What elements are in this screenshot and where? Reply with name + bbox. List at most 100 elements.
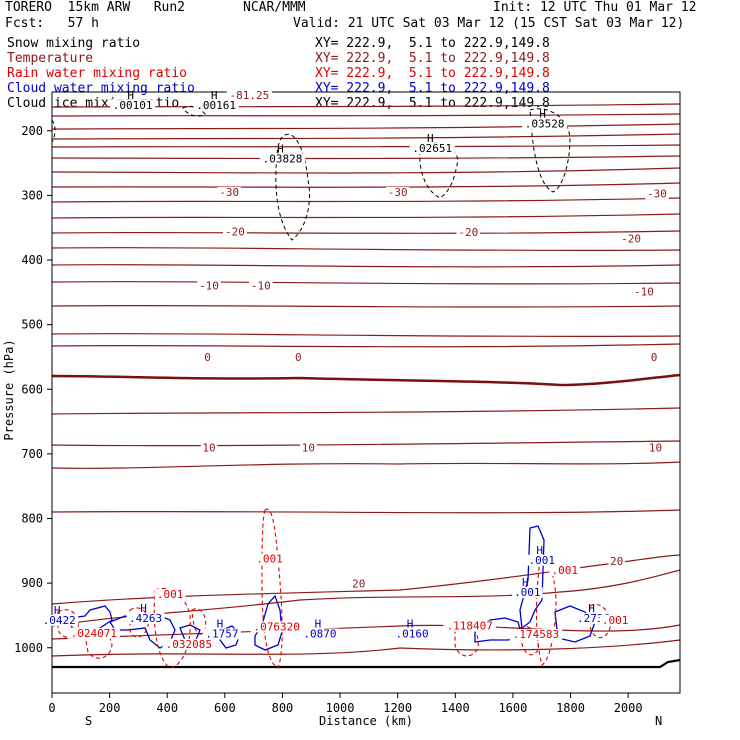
temperature-label: -30 <box>647 187 667 200</box>
temp-contour <box>51 280 681 285</box>
y-tick-label: 500 <box>21 318 43 332</box>
temp-contour <box>51 304 681 308</box>
zero-isotherm <box>51 373 681 387</box>
temp-contour <box>51 197 681 203</box>
cloud-ice-label-bg <box>110 99 156 111</box>
y-tick-label: 600 <box>21 382 43 396</box>
temp-contour <box>51 343 681 348</box>
y-tick-label: 200 <box>21 124 43 138</box>
temp-contour <box>51 440 681 447</box>
rain-label-bg <box>549 565 581 577</box>
temperature-label-bg <box>197 280 221 292</box>
y-axis-label: Pressure (hPa) <box>2 339 16 440</box>
rain-label: .032085 <box>166 638 212 651</box>
ice-contour <box>182 105 206 117</box>
cloud-ice-max-marker: H <box>211 89 218 102</box>
rain-contour <box>454 622 479 657</box>
temperature-label-bg <box>647 442 664 454</box>
temperature-label: 0 <box>651 351 658 364</box>
cloud-ice-label-bg <box>193 99 239 111</box>
temperature-label: -10 <box>251 280 271 293</box>
ice-contour <box>275 133 310 241</box>
rain-label: .024071 <box>71 627 117 640</box>
ice-contour <box>51 119 56 143</box>
cloud-water-label: .001 <box>514 586 541 599</box>
cloud-water-label-bg <box>202 628 241 640</box>
temperature-label: 0 <box>204 351 211 364</box>
rain-contour <box>129 607 149 638</box>
cloud-ice-max-marker: H <box>539 108 546 121</box>
cloud-water-label: .1757 <box>205 627 238 640</box>
cloud-water-label: .0422 <box>43 614 76 627</box>
model-title: TORERO 15km ARW Run2 <box>5 0 186 15</box>
temperature-label-bg <box>649 351 659 363</box>
cloud-water-label: .4263 <box>129 612 162 625</box>
x-tick-label: 200 <box>99 701 121 715</box>
rain-label-bg <box>67 627 120 639</box>
temperature-contours <box>51 103 681 657</box>
cloud-water-label-bg <box>511 587 543 599</box>
temp-contour <box>51 133 681 140</box>
rain-contour <box>261 508 283 669</box>
temperature-label: -20 <box>621 233 641 246</box>
cloud-water-label: .001 <box>528 554 555 567</box>
rain-label-bg <box>443 620 496 632</box>
cloud-ice-label: .00101 <box>113 99 153 112</box>
temperature-label-bg <box>217 187 241 199</box>
y-tick-label: 700 <box>21 447 43 461</box>
field-labels: -81.25 -30 -30 -30 -20 -20 -20 -10 -10 -10 0 0 0 10 10… <box>40 89 669 651</box>
temp-contour <box>51 407 681 415</box>
temp-contour <box>51 639 681 657</box>
temperature-label-bg <box>456 227 481 239</box>
x-end-label-left: S <box>85 714 92 728</box>
cloud-water-label-bg <box>526 554 558 566</box>
legend-rain-xy: XY= 222.9, 5.1 to 222.9,149.8 <box>315 66 550 81</box>
x-tick-label: 2000 <box>614 701 643 715</box>
cloud-ice-label: .03828 <box>263 152 303 165</box>
rain-label: .001 <box>552 564 579 577</box>
cloud-water-label-bg <box>574 612 613 624</box>
temperature-label: 10 <box>302 441 315 454</box>
temperature-label: 10 <box>649 441 662 454</box>
ice-contour <box>529 108 571 193</box>
temp-contour <box>51 167 681 174</box>
cloud-water-label-bg <box>300 628 339 640</box>
x-tick-label: 600 <box>214 701 236 715</box>
cloud-ice-max-marker: H <box>427 132 434 145</box>
legend-temp-label: Temperature <box>7 51 94 66</box>
y-tick-label: 400 <box>21 253 43 267</box>
x-tick-label: 1200 <box>383 701 412 715</box>
cloud-water-max-marker: H <box>140 602 147 615</box>
rain-label: .001 <box>157 588 184 601</box>
rain-contour <box>57 609 79 638</box>
rain-label-bg <box>599 614 631 626</box>
rain-label-bg <box>254 553 285 565</box>
temperature-label-bg <box>632 286 656 298</box>
temp-contour <box>51 182 681 188</box>
ground-surface <box>52 658 681 669</box>
cloud-ice-label: .03528 <box>525 118 565 131</box>
x-tick-label: 1400 <box>441 701 470 715</box>
temperature-label-bg <box>249 280 273 292</box>
cloud-water-max-marker: H <box>217 617 224 630</box>
x-tick-label: 1600 <box>498 701 527 715</box>
temperature-label: 20 <box>610 555 623 568</box>
temperature-label: -20 <box>458 226 478 239</box>
rain-label: .174583 <box>513 628 559 641</box>
temperature-label-bg <box>202 351 213 363</box>
legend-snow-label: Snow mixing ratio <box>7 36 141 51</box>
rain-contour <box>84 629 113 659</box>
temperature-label-bg <box>385 187 410 199</box>
cloud-ice-label: .02651 <box>412 142 452 155</box>
legend-temp-xy: XY= 222.9, 5.1 to 222.9,149.8 <box>315 51 550 66</box>
forecast-hour: Fcst: 57 h <box>5 16 99 31</box>
rain-contour <box>535 558 557 666</box>
temperature-label: -10 <box>634 286 654 299</box>
cloud-ice-max-marker: H <box>127 89 134 102</box>
temperature-label: 20 <box>352 578 365 591</box>
temperature-label: 10 <box>202 441 215 454</box>
temp-contour <box>51 264 681 268</box>
x-end-label-right: N <box>655 714 662 728</box>
legend-snow-xy: XY= 222.9, 5.1 to 222.9,149.8 <box>315 36 550 51</box>
temp-contour <box>51 230 681 234</box>
